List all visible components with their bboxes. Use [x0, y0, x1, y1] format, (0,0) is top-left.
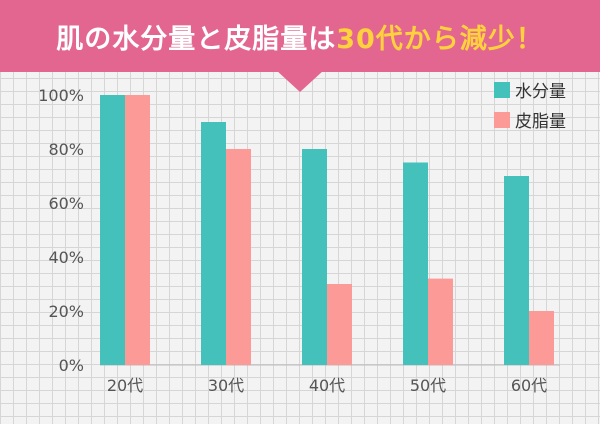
x-tick-label: 60代 [511, 376, 547, 395]
y-tick-label: 80% [48, 140, 84, 159]
bar-sebum [226, 149, 251, 365]
legend-label: 皮脂量 [515, 112, 566, 132]
x-tick-label: 50代 [410, 376, 446, 395]
bar-moisture [201, 122, 226, 365]
y-tick-label: 20% [48, 302, 84, 321]
bar-sebum [529, 311, 554, 365]
bar-moisture [403, 162, 428, 365]
y-tick-label: 40% [48, 248, 84, 267]
title-banner: 肌の水分量と皮脂量は 30代から減少！ [0, 0, 600, 72]
legend-swatch [494, 82, 510, 98]
bar-sebum [327, 284, 352, 365]
y-axis: 0% 20% 40% 60% 80% 100% [38, 86, 84, 375]
bar-moisture [504, 176, 529, 365]
bar-sebum [428, 278, 453, 365]
bar-sebum [125, 95, 150, 365]
bar-moisture [302, 149, 327, 365]
y-tick-label: 100% [38, 86, 84, 105]
legend-swatch [494, 112, 510, 128]
title-highlight-text: 30代から減少！ [336, 23, 544, 55]
x-axis: 20代 30代 40代 50代 60代 [107, 376, 547, 395]
x-tick-label: 30代 [208, 376, 244, 395]
bar-moisture [100, 95, 125, 365]
title-main-text: 肌の水分量と皮脂量は [56, 23, 337, 55]
y-tick-label: 60% [48, 194, 84, 213]
x-tick-label: 40代 [309, 376, 345, 395]
legend-label: 水分量 [515, 82, 566, 102]
y-tick-label: 0% [59, 356, 84, 375]
bars [100, 95, 554, 365]
x-tick-label: 20代 [107, 376, 143, 395]
banner-pointer [276, 70, 324, 92]
